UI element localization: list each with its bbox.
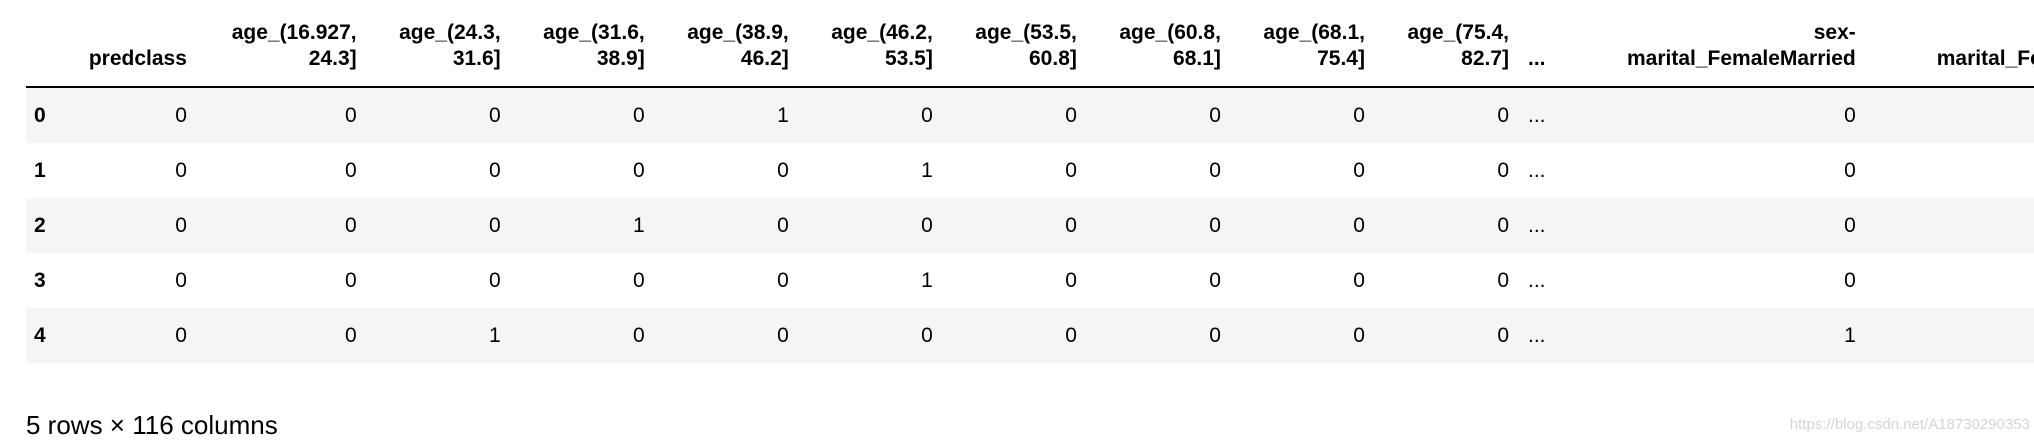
cell: 0 bbox=[1089, 87, 1234, 143]
cell: 0 bbox=[66, 198, 200, 253]
cell: 0 bbox=[199, 143, 370, 198]
cell bbox=[1868, 143, 2034, 198]
cell: 0 bbox=[513, 308, 658, 363]
cell: 0 bbox=[945, 143, 1090, 198]
table-row: 0 0 0 0 0 1 0 0 0 0 0... 0 bbox=[26, 87, 2034, 143]
cell: 0 bbox=[801, 87, 946, 143]
shape-info: 5 rows × 116 columns bbox=[26, 410, 278, 440]
cell: 0 bbox=[657, 143, 802, 198]
cell: 0 bbox=[1574, 143, 1869, 198]
column-header: age_(38.9, 46.2] bbox=[657, 12, 802, 88]
cell: 0 bbox=[369, 143, 514, 198]
cell: 0 bbox=[199, 87, 370, 143]
cell: 0 bbox=[513, 253, 658, 308]
column-header: age_(68.1, 75.4] bbox=[1233, 12, 1378, 88]
cell: 0 bbox=[945, 198, 1090, 253]
cell: 0 bbox=[657, 253, 802, 308]
cell: 0 bbox=[1233, 87, 1378, 143]
cell: 1 bbox=[801, 253, 946, 308]
cell: 1 bbox=[801, 143, 946, 198]
cell: 0 bbox=[657, 198, 802, 253]
column-header: age_(31.6, 38.9] bbox=[513, 12, 658, 88]
cell: 0 bbox=[1377, 87, 1523, 143]
column-header: sex-marital_FemaleMarried bbox=[1574, 12, 1869, 88]
cell: 0 bbox=[1089, 198, 1234, 253]
cell bbox=[1868, 253, 2034, 308]
cell: 0 bbox=[1574, 253, 1869, 308]
row-index: 1 bbox=[26, 143, 67, 198]
table: predclass age_(16.927, 24.3] age_(24.3, 31… bbox=[26, 12, 2034, 363]
cell: 0 bbox=[199, 198, 370, 253]
cell: 0 bbox=[801, 198, 946, 253]
cell: 1 bbox=[369, 308, 514, 363]
cell: 0 bbox=[1233, 253, 1378, 308]
cell: 0 bbox=[1377, 143, 1523, 198]
column-header: age_(60.8, 68.1] bbox=[1089, 12, 1234, 88]
cell: 1 bbox=[513, 198, 658, 253]
row-index: 3 bbox=[26, 253, 67, 308]
cell: ... bbox=[1522, 253, 1575, 308]
cell bbox=[1868, 87, 2034, 143]
cell: 0 bbox=[369, 87, 514, 143]
table-row: 3 0 0 0 0 0 1 0 0 0 0... 0 bbox=[26, 253, 2034, 308]
cell: 0 bbox=[369, 198, 514, 253]
cell bbox=[1868, 198, 2034, 253]
column-header bbox=[26, 12, 67, 88]
table-row: 4 0 0 1 0 0 0 0 0 0 0... 1 bbox=[26, 308, 2034, 363]
cell: 0 bbox=[199, 253, 370, 308]
cell: ... bbox=[1522, 87, 1575, 143]
table-row: 2 0 0 0 1 0 0 0 0 0 0... 0 bbox=[26, 198, 2034, 253]
cell: 0 bbox=[1089, 253, 1234, 308]
column-header: ... bbox=[1522, 12, 1575, 88]
row-index: 4 bbox=[26, 308, 67, 363]
column-header: age_(24.3, 31.6] bbox=[369, 12, 514, 88]
row-index: 2 bbox=[26, 198, 67, 253]
cell: 1 bbox=[1574, 308, 1869, 363]
column-header: age_(53.5, 60.8] bbox=[945, 12, 1090, 88]
watermark: https://blog.csdn.net/A18730290353 bbox=[1789, 416, 2030, 433]
cell: 0 bbox=[1089, 308, 1234, 363]
cell: 1 bbox=[657, 87, 802, 143]
cell: 0 bbox=[66, 253, 200, 308]
cell: 0 bbox=[1233, 143, 1378, 198]
cell: 0 bbox=[945, 308, 1090, 363]
cell: 0 bbox=[66, 308, 200, 363]
row-index: 0 bbox=[26, 87, 67, 143]
cell: 0 bbox=[1233, 308, 1378, 363]
cell: 0 bbox=[657, 308, 802, 363]
cell: 0 bbox=[199, 308, 370, 363]
column-header: age_(46.2, 53.5] bbox=[801, 12, 946, 88]
cell: 0 bbox=[1089, 143, 1234, 198]
cell: ... bbox=[1522, 198, 1575, 253]
dataframe: predclass age_(16.927, 24.3] age_(24.3, 31… bbox=[26, 12, 2034, 363]
column-header: predclass bbox=[66, 12, 200, 88]
cell: 0 bbox=[66, 143, 200, 198]
cell: 0 bbox=[945, 87, 1090, 143]
cell: 0 bbox=[513, 87, 658, 143]
table-row: 1 0 0 0 0 0 1 0 0 0 0... 0 bbox=[26, 143, 2034, 198]
cell: ... bbox=[1522, 308, 1575, 363]
cell: 0 bbox=[66, 87, 200, 143]
cell: 0 bbox=[1574, 87, 1869, 143]
cell: 0 bbox=[1574, 198, 1869, 253]
cell: 0 bbox=[1377, 308, 1523, 363]
cell: 0 bbox=[945, 253, 1090, 308]
cell: 0 bbox=[1377, 253, 1523, 308]
cell: 0 bbox=[1377, 198, 1523, 253]
cell: 0 bbox=[1233, 198, 1378, 253]
cell: 0 bbox=[513, 143, 658, 198]
column-header: marital_Female M bbox=[1868, 12, 2034, 88]
column-header: age_(75.4, 82.7] bbox=[1377, 12, 1523, 88]
column-header: age_(16.927, 24.3] bbox=[199, 12, 370, 88]
cell: 0 bbox=[369, 253, 514, 308]
header-row: predclass age_(16.927, 24.3] age_(24.3, 31… bbox=[26, 12, 2034, 88]
cell bbox=[1868, 308, 2034, 363]
cell: 0 bbox=[801, 308, 946, 363]
cell: ... bbox=[1522, 143, 1575, 198]
